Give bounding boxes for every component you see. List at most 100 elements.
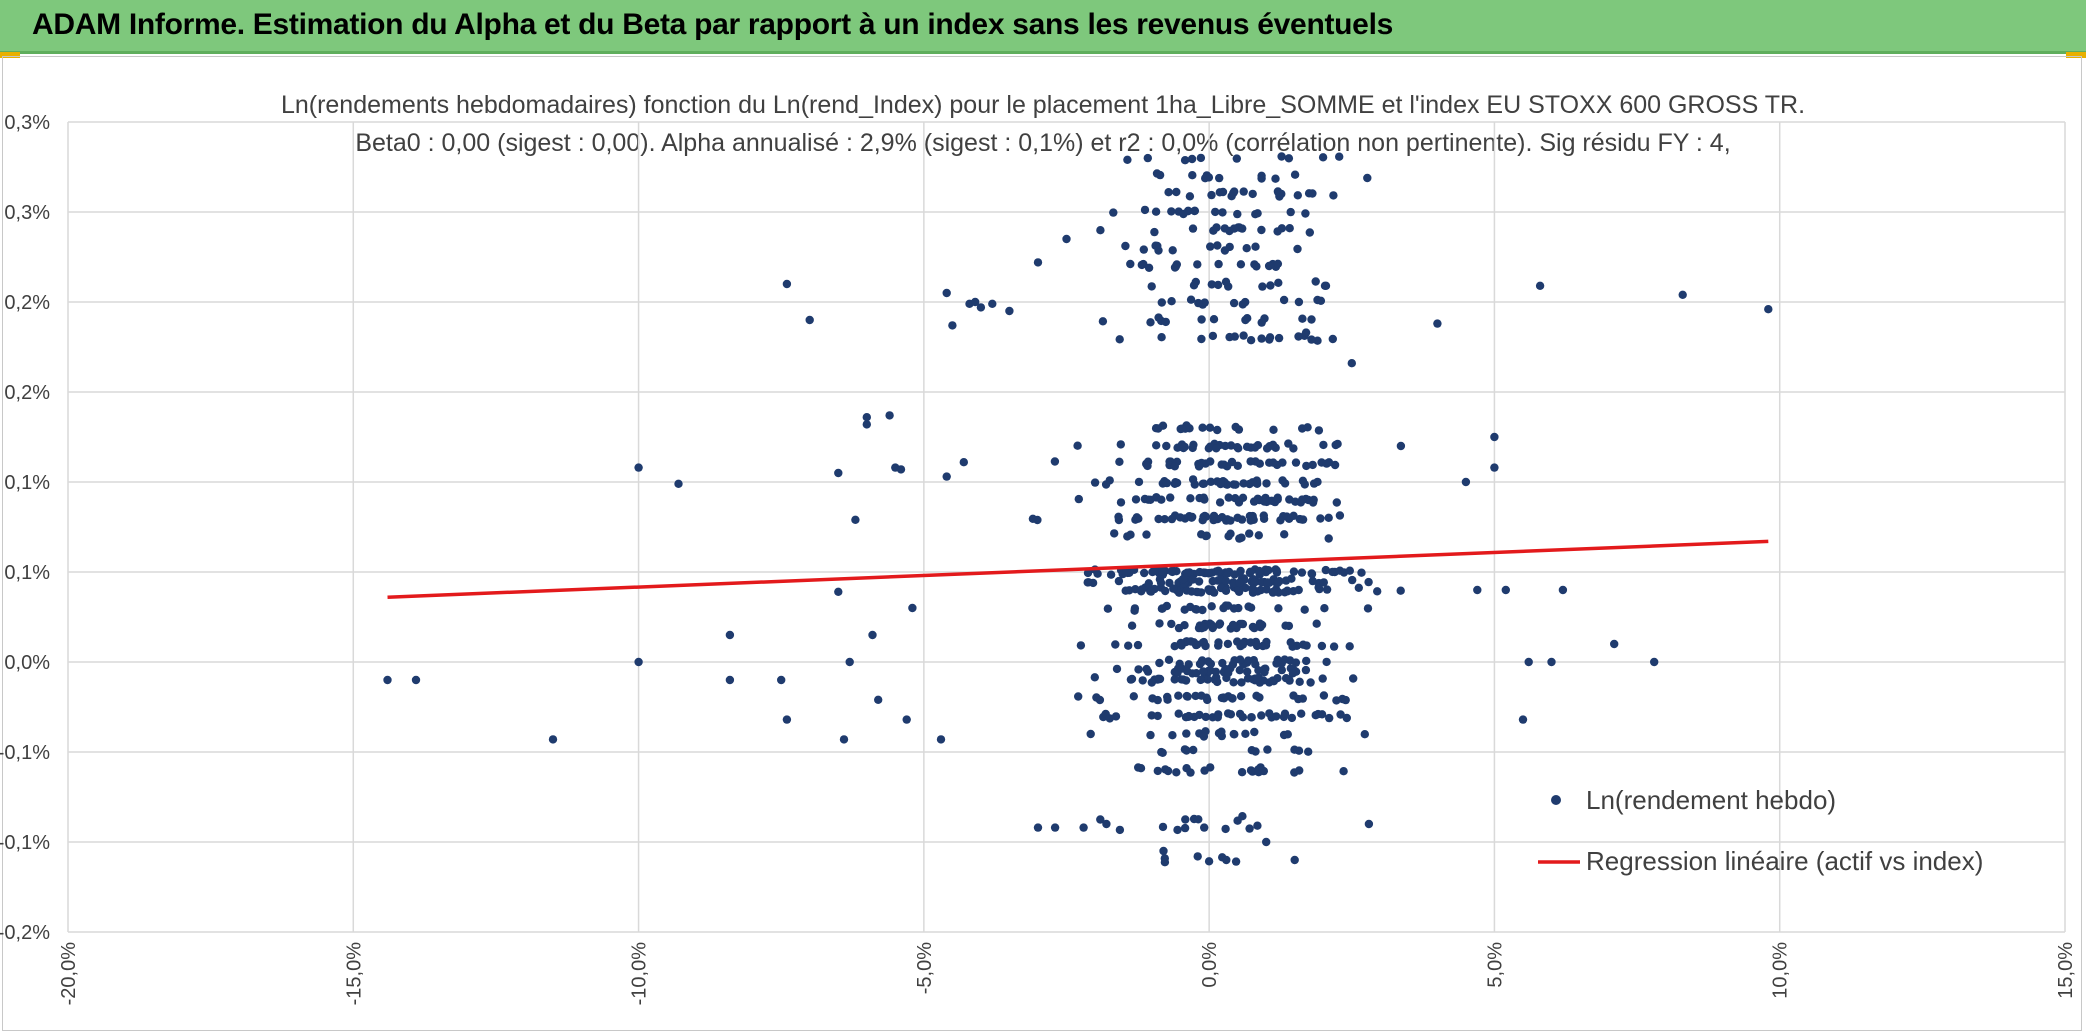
scatter-point — [1200, 823, 1209, 832]
scatter-point — [1033, 823, 1043, 832]
scatter-point — [1547, 657, 1556, 667]
scatter-point — [1242, 442, 1252, 451]
scatter-point — [1318, 674, 1327, 683]
scatter-point — [1229, 678, 1238, 687]
scatter-point — [1396, 586, 1405, 595]
scatter-point — [1221, 441, 1230, 451]
scatter-point — [1153, 711, 1162, 721]
scatter-point — [1335, 152, 1344, 161]
scatter-point — [896, 465, 906, 474]
scatter-point — [1131, 585, 1140, 594]
header-bar: ADAM Informe. Estimation du Alpha et du … — [0, 0, 2086, 54]
scatter-point — [1211, 207, 1220, 217]
scatter-point — [1146, 587, 1156, 596]
scatter-point — [1193, 260, 1202, 269]
scatter-point — [1293, 244, 1302, 254]
scatter-point — [1322, 657, 1331, 667]
scatter-point — [1215, 173, 1224, 183]
scatter-point — [1271, 174, 1280, 183]
scatter-point — [1188, 575, 1198, 584]
x-tick-label: -5,0% — [914, 942, 936, 994]
scatter-point — [1161, 317, 1171, 327]
scatter-point — [1166, 493, 1175, 502]
scatter-point — [1188, 171, 1197, 180]
scatter-point — [1212, 444, 1221, 453]
chart-title-line: Beta0 : 0,00 (sigest : 0,00). Alpha annu… — [355, 129, 1730, 157]
scatter-point — [805, 315, 814, 325]
scatter-point — [1218, 187, 1228, 197]
scatter-point — [1180, 745, 1190, 754]
regression-line — [387, 539, 1769, 599]
x-tick-label: 0,0% — [1199, 942, 1221, 988]
scatter-point — [1217, 460, 1226, 469]
scatter-point — [1259, 514, 1269, 523]
scatter-point — [1273, 578, 1282, 588]
scatter-point — [1170, 263, 1180, 272]
scatter-point — [1363, 604, 1373, 613]
corner-marker-right — [2066, 52, 2086, 58]
scatter-point — [1316, 514, 1325, 523]
legend-label-regression: Regression linéaire (actif vs index) — [1586, 846, 1983, 876]
scatter-point — [1155, 674, 1165, 684]
scatter-point — [1280, 530, 1289, 539]
scatter-point — [839, 735, 849, 744]
scatter-point — [885, 411, 894, 420]
scatter-point — [1111, 712, 1121, 721]
scatter-point — [1245, 824, 1254, 833]
scatter-point — [1174, 709, 1183, 718]
scatter-point — [1143, 153, 1153, 163]
scatter-point — [725, 675, 735, 685]
scatter-point — [1248, 189, 1257, 199]
scatter-point — [1263, 745, 1272, 754]
scatter-point — [1319, 691, 1329, 700]
scatter-point — [1146, 730, 1155, 740]
scatter-point — [942, 472, 951, 481]
scatter-point — [1171, 478, 1180, 487]
scatter-point — [1201, 174, 1210, 183]
scatter-point — [1280, 479, 1290, 488]
scatter-point — [1193, 852, 1202, 861]
scatter-point — [1274, 188, 1283, 197]
scatter-point — [1152, 441, 1161, 450]
scatter-point — [1252, 262, 1261, 271]
scatter-point — [1083, 568, 1093, 578]
scatter-point — [1257, 174, 1266, 183]
scatter-point — [1194, 462, 1204, 471]
scatter-point — [1158, 822, 1168, 832]
scatter-point — [1332, 498, 1342, 507]
scatter-point — [1146, 318, 1155, 327]
scatter-point — [1172, 187, 1181, 197]
scatter-point — [1090, 673, 1100, 682]
scatter-point — [1357, 568, 1366, 577]
scatter-point — [1114, 512, 1123, 521]
scatter-point — [1339, 767, 1348, 776]
y-tick-label: 0,2% — [4, 292, 50, 314]
scatter-point — [1203, 695, 1212, 705]
scatter-point — [1074, 494, 1084, 504]
scatter-point — [1239, 187, 1248, 196]
scatter-point — [1127, 621, 1137, 630]
scatter-point — [1188, 475, 1198, 484]
scatter-point — [1268, 676, 1277, 685]
scatter-point — [1187, 587, 1196, 596]
scatter-point — [1090, 478, 1100, 487]
scatter-point — [942, 288, 951, 298]
scatter-point — [1116, 440, 1126, 449]
scatter-point — [1287, 713, 1297, 723]
scatter-point — [1364, 577, 1373, 587]
scatter-point — [1325, 713, 1334, 723]
scatter-point — [1289, 511, 1298, 520]
scatter-point — [1345, 642, 1354, 651]
scatter-point — [1269, 458, 1278, 467]
scatter-point — [1260, 495, 1269, 505]
scatter-point — [1241, 729, 1250, 738]
scatter-point — [1294, 332, 1303, 341]
scatter-point — [1229, 298, 1239, 308]
scatter-point — [1272, 712, 1281, 721]
scatter-point — [1248, 478, 1257, 487]
scatter-point — [1197, 334, 1206, 344]
scatter-point — [1347, 359, 1357, 368]
scatter-point — [1199, 493, 1208, 502]
scatter-point — [1473, 585, 1482, 595]
scatter-point — [1028, 514, 1038, 523]
